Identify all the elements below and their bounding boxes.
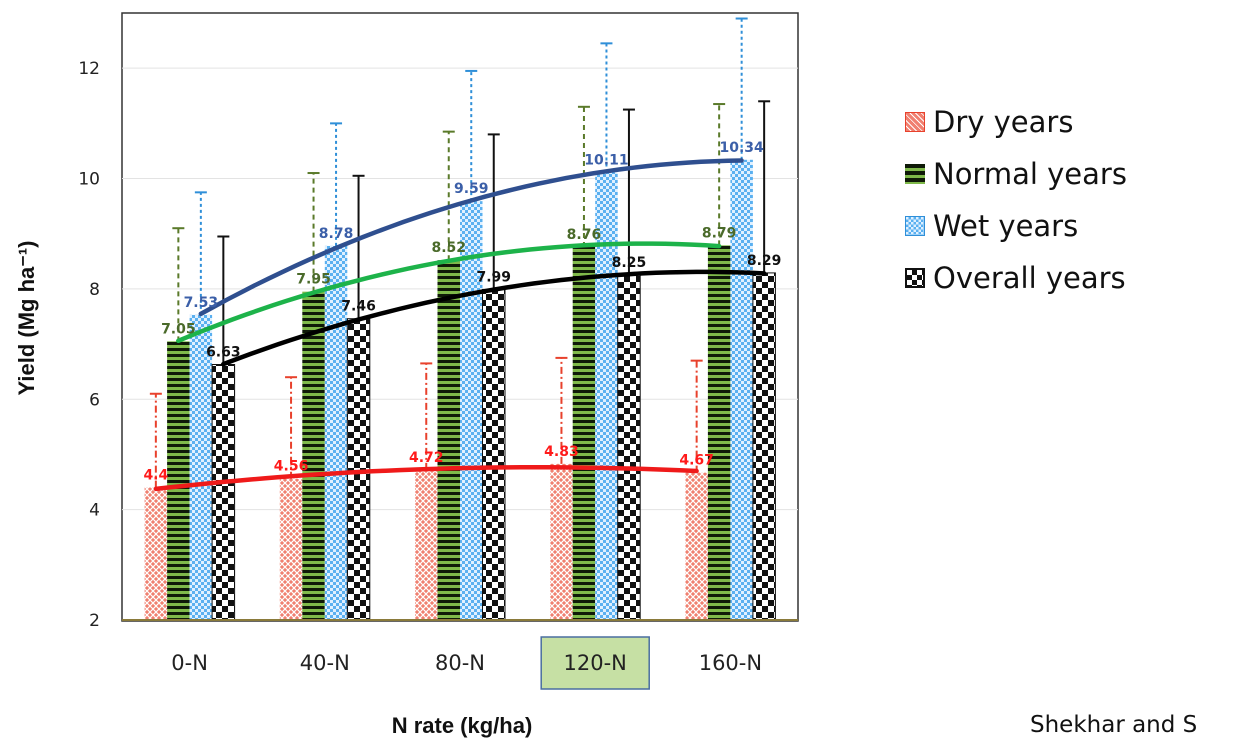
data-label-overall: 7.46 <box>341 299 376 315</box>
legend-swatch-overall <box>905 268 925 288</box>
data-label-dry: 4.4 <box>143 468 168 484</box>
bar-normal <box>167 341 190 620</box>
y-tick-label: 8 <box>89 280 100 300</box>
data-label-wet: 10.11 <box>584 152 628 168</box>
bar-dry <box>685 472 708 620</box>
legend-item-overall: Overall years <box>905 252 1127 304</box>
legend-label-dry: Dry years <box>933 105 1074 139</box>
bar-dry <box>550 463 573 620</box>
y-tick-label: 6 <box>89 390 100 410</box>
bar-dry <box>279 478 303 620</box>
bar-overall <box>617 274 641 621</box>
trendlines <box>153 158 767 492</box>
trendline-dry <box>153 465 699 492</box>
data-labels: 4.4 4.56 4.72 4.83 4.67 7.05 7.95 8.52 8.76 8.79 7… <box>143 140 781 484</box>
data-label-wet: 7.53 <box>184 295 219 311</box>
legend-swatch-normal <box>905 164 925 184</box>
bar-normal <box>302 291 325 620</box>
trendline-wet <box>198 158 744 317</box>
data-label-normal: 8.79 <box>702 225 737 241</box>
y-tick-label: 4 <box>89 501 100 521</box>
bar-wet <box>595 172 618 620</box>
data-label-wet: 8.78 <box>319 226 354 242</box>
bar-overall <box>211 364 236 621</box>
y-tick-label: 2 <box>89 611 100 631</box>
legend-label-normal: Normal years <box>933 157 1127 191</box>
data-label-normal: 7.05 <box>161 321 196 337</box>
bar-normal <box>707 245 731 620</box>
bar-dry <box>415 469 438 620</box>
data-label-normal: 7.95 <box>296 272 331 288</box>
legend-item-dry: Dry years <box>905 96 1127 148</box>
trendline-normal <box>176 241 722 344</box>
trendline-overall <box>221 269 767 367</box>
legend-label-overall: Overall years <box>933 261 1126 295</box>
bars <box>144 159 776 621</box>
legend: Dry years Normal years Wet years Overall… <box>905 96 1127 304</box>
legend-label-wet: Wet years <box>933 209 1079 243</box>
bar-normal <box>572 246 596 621</box>
legend-swatch-dry <box>905 112 925 132</box>
x-tick-label: 120-N <box>564 651 627 675</box>
highlighted-category-box <box>540 636 650 690</box>
data-label-overall: 8.29 <box>747 253 782 269</box>
bar-overall <box>752 272 776 621</box>
legend-item-wet: Wet years <box>905 200 1127 252</box>
data-label-normal: 8.52 <box>431 240 466 256</box>
bar-normal <box>437 260 460 620</box>
data-label-dry: 4.72 <box>409 450 444 466</box>
x-tick-label: 0-N <box>171 651 208 675</box>
data-label-dry: 4.56 <box>274 459 309 475</box>
y-axis-title: Yield (Mg ha⁻¹) <box>14 240 39 395</box>
data-label-dry: 4.67 <box>679 453 714 469</box>
data-label-dry: 4.83 <box>544 444 579 460</box>
x-tick-label: 160-N <box>699 651 762 675</box>
y-tick-label: 12 <box>78 59 100 79</box>
x-axis-title: N rate (kg/ha) <box>392 713 533 738</box>
bar-wet <box>460 201 483 621</box>
bar-dry <box>144 487 168 620</box>
data-label-normal: 8.76 <box>567 227 602 243</box>
legend-swatch-wet <box>905 216 925 236</box>
source-credit: Shekhar and S <box>1030 712 1198 738</box>
data-label-wet: 10.34 <box>720 140 765 156</box>
data-label-overall: 6.63 <box>206 345 241 361</box>
bar-wet <box>324 245 348 620</box>
bar-overall <box>482 288 506 621</box>
data-label-overall: 7.99 <box>476 269 511 285</box>
bar-wet <box>189 314 213 620</box>
legend-item-normal: Normal years <box>905 148 1127 200</box>
x-tick-label: 80-N <box>435 651 485 675</box>
data-label-wet: 9.59 <box>454 181 489 197</box>
x-axis-ticks: 0-N 40-N 80-N 120-N 160-N <box>171 651 762 675</box>
y-tick-label: 10 <box>78 170 100 190</box>
data-label-overall: 8.25 <box>612 255 647 271</box>
x-tick-label: 40-N <box>300 651 350 675</box>
